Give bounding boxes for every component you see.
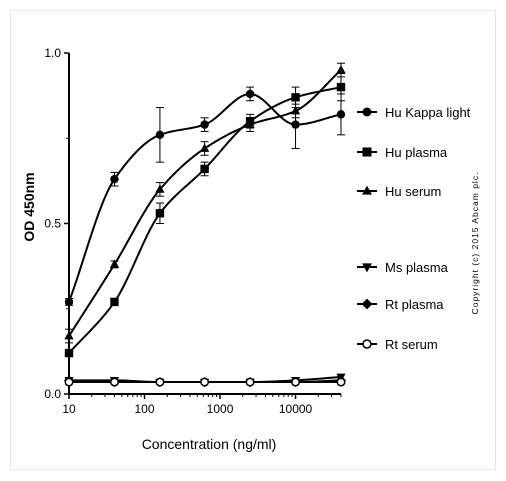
data-point: [64, 377, 74, 387]
legend-marker: [361, 298, 373, 310]
data-point: [109, 259, 120, 268]
legend-label: Hu Kappa light: [385, 105, 471, 120]
data-point: [200, 377, 210, 387]
y-axis-label: OD 450nm: [21, 172, 37, 241]
data-point: [155, 377, 165, 387]
legend-label: Rt serum: [385, 337, 438, 352]
fit-curves: [68, 69, 342, 384]
data-point: [64, 348, 74, 358]
legend-label: Rt plasma: [385, 297, 444, 312]
copyright-annotation: Copyright (c) 2015 Abcam plc.: [470, 172, 480, 315]
x-axis-label: Concentration (ng/ml): [142, 436, 277, 452]
data-point: [245, 377, 255, 387]
x-tick-label: 10000: [279, 402, 313, 416]
x-tick-label: 100: [134, 402, 154, 416]
data-point: [155, 209, 165, 218]
chart: 0.0 0.5 1.0 10 100 1000 10000 Concentration (n…: [21, 46, 480, 452]
data-point: [199, 143, 210, 152]
legend-label: Hu plasma: [385, 145, 448, 160]
data-point: [155, 130, 165, 140]
y-tick-label: 1.0: [44, 46, 61, 60]
data-point: [110, 297, 119, 307]
data-point: [64, 297, 74, 307]
y-tick-label: 0.5: [44, 217, 61, 231]
data-point: [291, 377, 300, 387]
legend-marker: [362, 185, 372, 195]
fit-curve: [68, 69, 342, 337]
data-point: [336, 377, 346, 387]
x-tick-label: 10: [62, 402, 76, 416]
legend-marker: [362, 107, 372, 117]
data-point: [336, 82, 346, 92]
y-tick-label: 0.0: [44, 387, 61, 401]
data-point: [200, 120, 209, 129]
data-point: [245, 119, 255, 128]
data-point: [155, 184, 165, 193]
data-point: [110, 377, 119, 387]
x-tick-label: 1000: [207, 402, 234, 416]
data-points: [63, 62, 347, 388]
data-point: [110, 174, 119, 184]
data-point: [291, 93, 300, 102]
data-point: [290, 105, 301, 115]
data-point: [291, 120, 300, 129]
legend-label: Ms plasma: [385, 260, 449, 275]
legend-marker: [362, 147, 372, 157]
legend-marker: [362, 263, 372, 273]
legend-marker: [362, 339, 372, 349]
data-point: [336, 65, 346, 74]
figure-frame: 0.0 0.5 1.0 10 100 1000 10000 Concentration (n…: [10, 10, 496, 470]
data-point: [245, 89, 255, 99]
data-point: [200, 164, 209, 174]
legend: Hu Kappa light Hu plasma Hu serum Ms plasma…: [357, 105, 471, 352]
legend-label: Hu serum: [385, 184, 441, 199]
data-point: [336, 110, 346, 119]
data-point: [64, 330, 74, 340]
